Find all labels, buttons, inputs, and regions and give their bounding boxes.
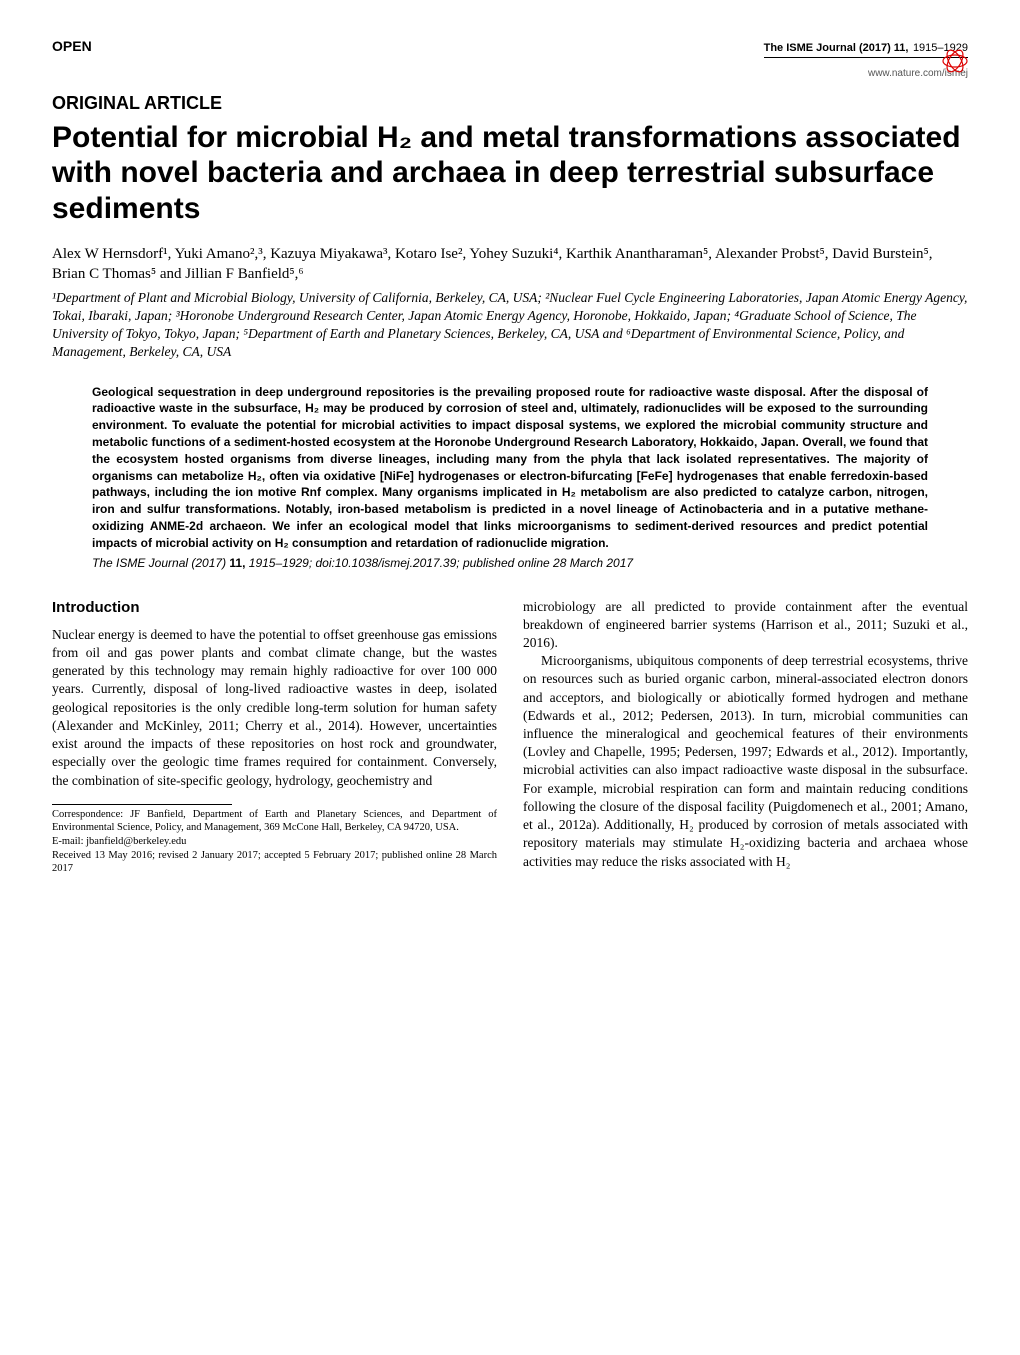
intro-left-p1: Nuclear energy is deemed to have the pot…	[52, 626, 497, 790]
citation-volume: 11,	[229, 556, 245, 570]
citation-journal: The ISME Journal	[92, 556, 188, 570]
correspondence-block: Correspondence: JF Banfield, Department …	[52, 808, 497, 876]
abstract-block: Geological sequestration in deep undergr…	[92, 384, 928, 570]
intro-right-p2: Microorganisms, ubiquitous components of…	[523, 652, 968, 871]
open-access-label: OPEN	[52, 38, 92, 54]
affiliation-list: ¹Department of Plant and Microbial Biolo…	[52, 289, 968, 362]
page-header: OPEN The ISME Journal (2017) 11, 1915–19…	[52, 38, 968, 79]
journal-name: The ISME Journal (2017) 11,	[764, 42, 909, 54]
correspondence-text: Correspondence: JF Banfield, Department …	[52, 808, 497, 835]
journal-info: The ISME Journal (2017) 11, 1915–1929 ww…	[764, 38, 968, 79]
correspondence-email: E-mail: jbanfield@berkeley.edu	[52, 835, 497, 849]
header-rule	[764, 57, 968, 58]
footnote-rule	[52, 804, 232, 805]
correspondence-received: Received 13 May 2016; revised 2 January …	[52, 849, 497, 876]
left-column: Introduction Nuclear energy is deemed to…	[52, 598, 497, 876]
body-columns: Introduction Nuclear energy is deemed to…	[52, 598, 968, 876]
right-column: microbiology are all predicted to provid…	[523, 598, 968, 876]
abstract-text: Geological sequestration in deep undergr…	[92, 384, 928, 552]
citation-details: (2017)	[188, 556, 229, 570]
article-type: ORIGINAL ARTICLE	[52, 93, 968, 114]
citation-pages: 1915–1929; doi:10.1038/ismej.2017.39; pu…	[245, 556, 633, 570]
author-list: Alex W Hernsdorf¹, Yuki Amano²,³, Kazuya…	[52, 244, 968, 285]
journal-url: www.nature.com/ismej	[764, 68, 968, 79]
citation-line: The ISME Journal (2017) 11, 1915–1929; d…	[92, 556, 928, 570]
introduction-heading: Introduction	[52, 598, 497, 618]
npg-logo-icon	[942, 48, 968, 74]
article-title: Potential for microbial H₂ and metal tra…	[52, 120, 968, 226]
intro-right-p1: microbiology are all predicted to provid…	[523, 598, 968, 653]
